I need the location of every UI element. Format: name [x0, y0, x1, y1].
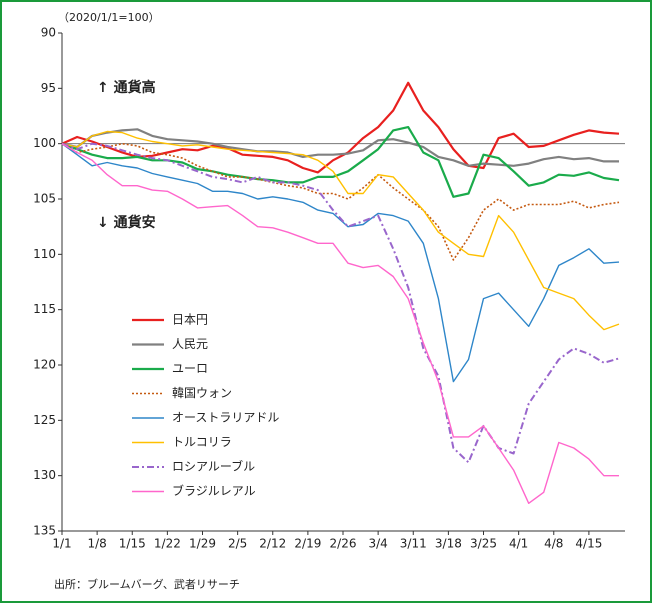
legend-label: ブラジルレアル [172, 483, 256, 498]
annotation: ↑ 通貨高 [97, 79, 156, 96]
x-tick-label: 2/12 [259, 537, 286, 551]
legend-label: 人民元 [172, 337, 208, 351]
series-line [61, 126, 620, 198]
x-tick-label: 2/26 [330, 537, 357, 551]
x-tick-label: 2/19 [294, 537, 321, 551]
legend-label: トルコリラ [172, 435, 232, 449]
x-tick-label: 4/1 [509, 537, 528, 551]
x-tick-label: 3/18 [435, 537, 462, 551]
series-line [61, 142, 620, 464]
y-tick-label: 110 [33, 247, 56, 261]
y-tick-label: 90 [41, 26, 56, 40]
legend-label: ロシアルーブル [172, 459, 255, 474]
y-tick-label: 105 [33, 192, 56, 206]
x-tick-label: 1/8 [87, 537, 106, 551]
x-tick-label: 3/4 [368, 537, 387, 551]
legend-label: オーストラリアドル [172, 411, 279, 425]
y-tick-label: 95 [41, 81, 56, 95]
y-tick-label: 135 [33, 524, 56, 538]
subtitle: （2020/1/1=100） [58, 11, 160, 24]
y-tick-label: 100 [33, 136, 56, 150]
x-tick-label: 1/1 [52, 537, 71, 551]
series-line [61, 130, 620, 331]
x-tick-label: 3/25 [470, 537, 497, 551]
series-line [61, 143, 620, 383]
x-tick-label: 2/5 [228, 537, 247, 551]
y-tick-label: 125 [33, 413, 56, 427]
legend-label: ユーロ [172, 362, 208, 376]
x-tick-label: 4/8 [544, 537, 563, 551]
series-line [61, 142, 620, 261]
legend-label: 韓国ウォン [172, 386, 232, 400]
y-tick-label: 115 [33, 302, 56, 316]
x-tick-label: 4/15 [575, 537, 602, 551]
x-tick-label: 1/22 [154, 537, 181, 551]
x-tick-label: 3/11 [400, 537, 427, 551]
x-tick-label: 1/29 [189, 537, 216, 551]
source: 出所：ブルームバーグ、武者リサーチ [54, 577, 240, 591]
series-line [61, 143, 619, 504]
y-tick-label: 130 [33, 468, 56, 482]
y-tick-label: 120 [33, 358, 56, 372]
legend-label: 日本円 [172, 313, 208, 327]
annotation: ↓ 通貨安 [97, 214, 156, 231]
series-line [61, 81, 620, 174]
x-tick-label: 1/15 [119, 537, 146, 551]
series-line [61, 128, 619, 167]
